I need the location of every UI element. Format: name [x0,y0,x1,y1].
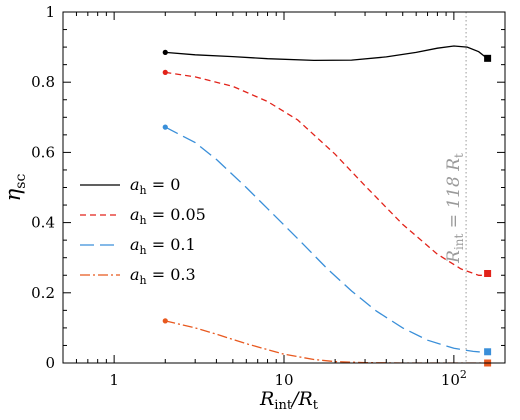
legend-label-2: ah = 0.1 [130,235,196,257]
y-tick-label: 0.8 [31,73,55,91]
y-tick-label: 0.4 [31,214,55,232]
y-tick-label: 0.2 [31,284,55,302]
series-line-0 [165,45,487,62]
series-start-point-0 [162,49,168,55]
y-tick-label: 0 [45,354,55,372]
series-start-point-1 [162,69,168,75]
series-end-point-2 [484,348,492,356]
legend-label-1: ah = 0.05 [130,205,206,227]
y-ticks [63,11,505,364]
x-tick-label: 10 [274,371,293,389]
series-end-point-1 [484,269,492,277]
x-tick-label: 1 [109,371,119,389]
x-ticks [62,12,506,363]
series-end-point-0 [484,54,492,62]
series-line-2 [165,126,487,354]
legend-label-3: ah = 0.3 [130,265,196,287]
series-start-point-3 [162,318,168,324]
series-line-1 [165,71,487,276]
series-line-3 [165,320,487,363]
y-tick-label: 1 [45,3,55,21]
vline-label: Rint = 118 Rt [444,153,466,264]
x-axis-title: Rint/Rt [259,388,319,413]
series-layer [165,45,487,363]
x-tick-label: 102 [441,368,467,389]
y-axis-title: ηsc [1,174,29,202]
series-start-point-2 [162,124,168,130]
y-tick-label: 0.6 [31,143,55,161]
legend-label-0: ah = 0 [130,175,180,197]
